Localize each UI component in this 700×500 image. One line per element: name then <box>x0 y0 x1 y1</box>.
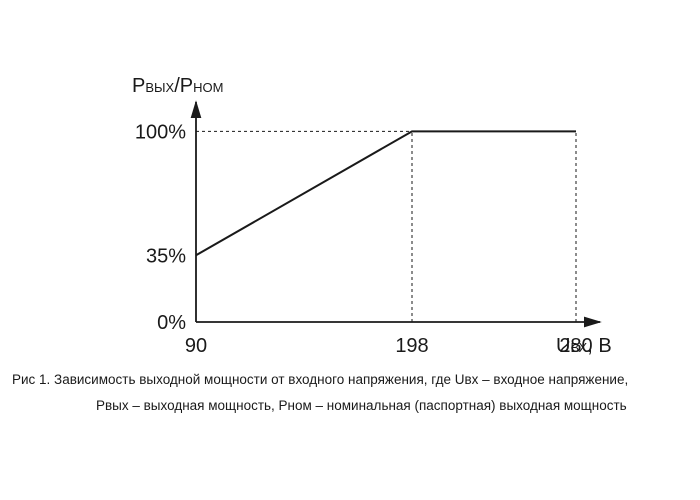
x-tick-label-2: 280 <box>559 335 592 357</box>
y-tick-label-0: 0% <box>157 312 186 334</box>
caption-line-1: Рис 1. Зависимость выходной мощности от … <box>12 372 629 387</box>
series-group <box>195 130 576 257</box>
x-tick-label-0: 90 <box>185 335 207 357</box>
y-tick-labels: 0% 35% 100% <box>135 121 186 334</box>
y-tick-label-2: 100% <box>135 121 186 143</box>
x-tick-labels: 90 198 280 <box>185 335 593 357</box>
y-axis-title: PВЫХ/PНОМ <box>132 75 223 97</box>
x-tick-label-1: 198 <box>395 335 428 357</box>
caption-line-2: Pвых – выходная мощность, Pном – номинал… <box>96 398 627 413</box>
x-axis-title: UВХ, В <box>556 335 612 357</box>
y-tick-label-1: 35% <box>146 245 186 267</box>
chart: 0% 35% 100% 90 198 280 PВЫХ/PНОМ UВХ, В <box>132 75 612 357</box>
reference-lines <box>196 130 577 322</box>
series-line-0 <box>195 130 576 257</box>
